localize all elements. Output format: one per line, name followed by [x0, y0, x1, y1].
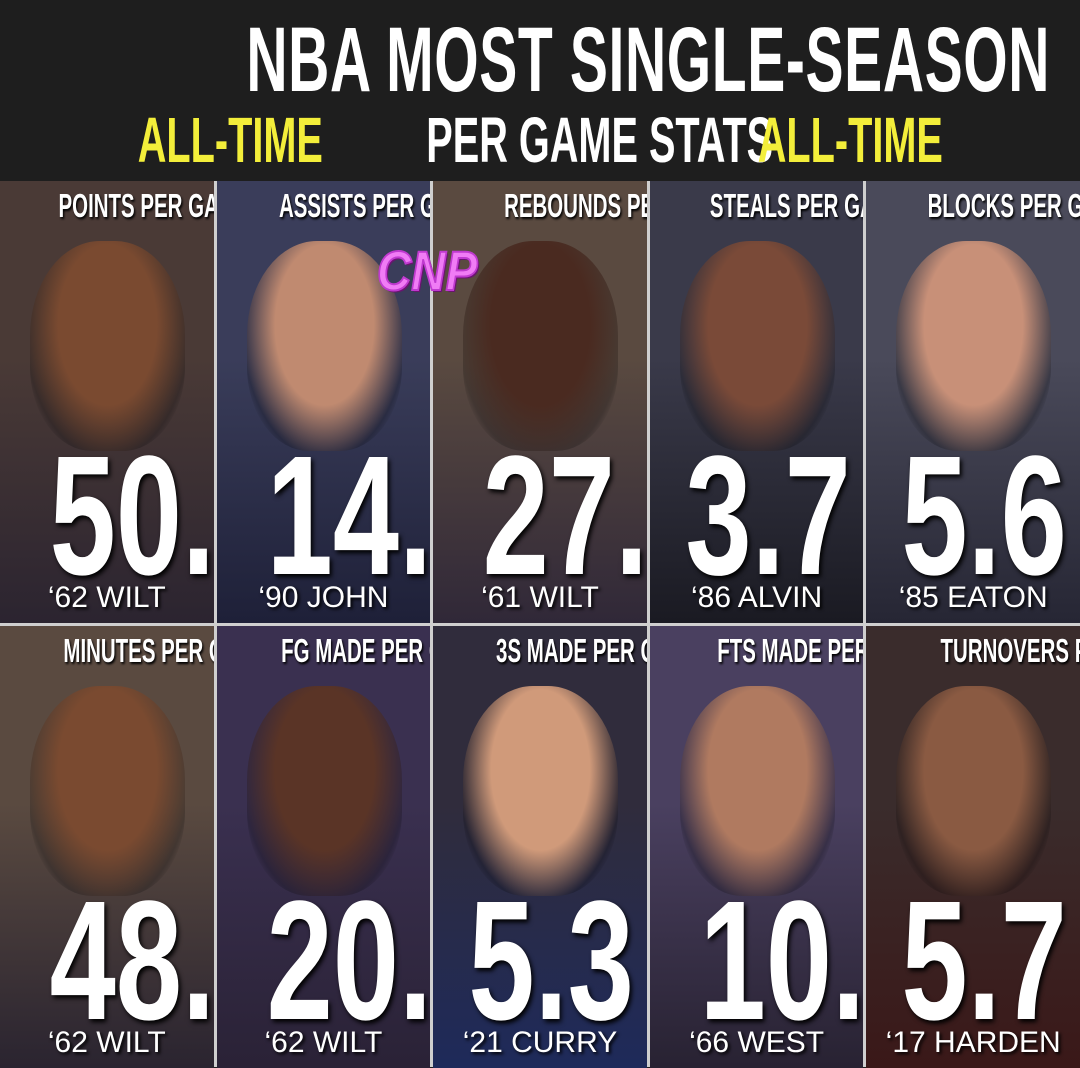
stat-label: 3S MADE PER GAME — [496, 632, 647, 669]
player-photo — [896, 686, 1052, 896]
player-photo — [246, 241, 402, 451]
player-photo — [30, 241, 185, 451]
stats-grid: POINTS PER GAME 50.4 ‘62 WILT ASSISTS PE… — [0, 181, 1080, 1068]
stat-card: TURNOVERS PER GAME 5.7 ‘17 HARDEN — [866, 626, 1080, 1068]
stat-label: BLOCKS PER GAME — [928, 187, 1080, 224]
record-holder: ‘62 WILT — [264, 1026, 383, 1059]
stat-value: 10.6 — [699, 866, 864, 1056]
right-tag: ALL-TIME — [757, 104, 943, 176]
subtitle: PER GAME STATS — [426, 104, 774, 176]
player-photo — [463, 241, 619, 451]
stat-label: STEALS PER GAME — [709, 187, 864, 224]
stat-value: 5.6 — [901, 421, 1068, 611]
stat-card: ASSISTS PER GAME 14.5 ‘90 JOHN — [216, 181, 431, 623]
record-holder: ‘62 WILT — [47, 581, 166, 614]
stat-label: POINTS PER GAME — [58, 187, 214, 224]
player-photo — [679, 686, 835, 896]
stat-card: BLOCKS PER GAME 5.6 ‘85 EATON — [866, 181, 1080, 623]
record-holder: ‘85 EATON — [898, 581, 1048, 614]
stat-label: REBOUNDS PER GAME — [504, 187, 647, 224]
page-title: NBA MOST SINGLE-SEASON — [246, 9, 1051, 111]
record-holder: ‘90 JOHN — [258, 581, 389, 614]
stat-label: ASSISTS PER GAME — [278, 187, 431, 224]
stat-value: 3.7 — [685, 421, 851, 611]
stat-value: 5.7 — [901, 866, 1068, 1056]
left-tag: ALL-TIME — [137, 104, 323, 176]
stat-card: FG MADE PER GAME 20.0 ‘62 WILT — [216, 626, 431, 1068]
record-holder: ‘21 CURRY — [462, 1026, 618, 1059]
stat-label: FTS MADE PER GAME — [717, 632, 863, 669]
stat-value: 20.0 — [266, 866, 431, 1056]
record-holder: ‘86 ALVIN — [690, 581, 823, 614]
stat-value: 27.2 — [482, 421, 647, 611]
player-photo — [246, 686, 402, 896]
stat-card: STEALS PER GAME 3.7 ‘86 ALVIN — [649, 181, 864, 623]
stat-label: FG MADE PER GAME — [280, 632, 430, 669]
stat-card: MINUTES PER GAME 48.5 ‘62 WILT — [0, 626, 214, 1068]
record-holder: ‘66 WEST — [689, 1026, 825, 1059]
cnp-logo: CNP — [376, 238, 478, 303]
player-photo — [896, 241, 1052, 451]
stat-value: 14.5 — [266, 421, 431, 611]
record-holder: ‘61 WILT — [481, 581, 599, 614]
stat-card: FTS MADE PER GAME 10.6 ‘66 WEST — [649, 626, 864, 1068]
stat-value: 50.4 — [49, 421, 214, 611]
header: NBA MOST SINGLE-SEASON ALL-TIME PER GAME… — [0, 0, 1080, 180]
stat-value: 5.3 — [468, 866, 635, 1056]
stat-card: 3S MADE PER GAME 5.3 ‘21 CURRY — [433, 626, 647, 1068]
stat-card: REBOUNDS PER GAME 27.2 ‘61 WILT — [433, 181, 647, 623]
player-photo — [463, 686, 619, 896]
stat-value: 48.5 — [49, 866, 214, 1056]
stat-card: POINTS PER GAME 50.4 ‘62 WILT — [0, 181, 214, 623]
record-holder: ‘62 WILT — [47, 1026, 166, 1059]
player-photo — [30, 686, 185, 896]
record-holder: ‘17 HARDEN — [885, 1026, 1061, 1059]
player-photo — [679, 241, 835, 451]
stat-label: TURNOVERS PER GAME — [940, 632, 1080, 669]
stat-label: MINUTES PER GAME — [63, 632, 213, 669]
